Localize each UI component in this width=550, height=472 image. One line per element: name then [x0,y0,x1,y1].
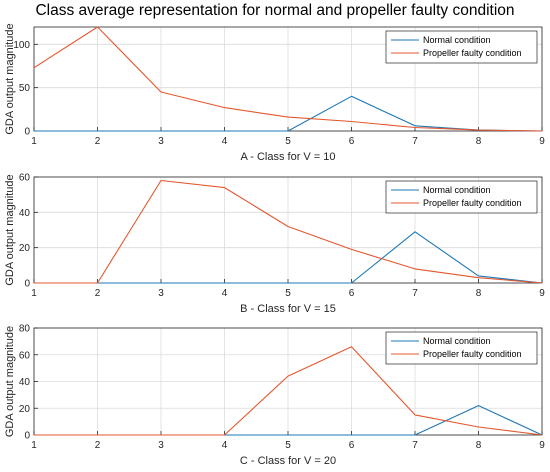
x-tick-label: 3 [158,288,164,299]
y-tick-label: 60 [19,350,31,361]
x-tick-label: 8 [476,136,482,147]
normal-condition-line [34,95,543,132]
x-tick-label: 5 [285,288,291,299]
x-tick-label: 9 [539,440,545,451]
x-tick-label: 4 [222,288,228,299]
x-tick-label: 3 [158,136,164,147]
y-tick-label: 0 [24,431,30,442]
chart-panel-1: 1 2 3 4 5 6 7 8 9 0 50 100 A - Class for V = 10 GDA o… [4,23,545,163]
x-tick-label: 2 [95,440,101,451]
legend-label: Propeller faulty condition [423,349,522,359]
legend-label: Propeller faulty condition [423,48,522,58]
x-tick-label: 2 [95,288,101,299]
x-tick-label: 7 [412,440,418,451]
x-tick-label: 9 [539,288,545,299]
chart-panel-3: 1 2 3 4 5 6 7 8 9 0 20 40 60 80 C - Class for V = 20 GD… [4,324,545,468]
y-tick-label: 60 [19,173,31,184]
legend: Normal condition Propeller faulty conditi… [385,30,538,64]
normal-condition-line [34,231,543,284]
figure-title: Class average representation for normal … [35,2,515,19]
x-tick-label: 4 [222,136,228,147]
y-tick-label: 80 [19,324,31,335]
legend-box [385,30,538,64]
x-tick-label: 1 [31,440,37,451]
x-tick-label: 3 [158,440,164,451]
propeller-faulty-line [33,26,543,132]
propeller-faulty-line [34,179,543,284]
x-tick-label: 8 [476,440,482,451]
x-tick-label: 1 [31,288,37,299]
x-tick-label: 4 [222,440,228,451]
x-tick-label: 8 [476,288,482,299]
legend: Normal condition Propeller faulty conditi… [385,180,538,214]
y-tick-label: 20 [19,404,31,415]
x-tick-label: 6 [349,440,355,451]
legend-label: Normal condition [423,336,491,346]
y-tick-label: 20 [19,243,31,254]
x-tick-label: 6 [349,136,355,147]
x-tick-label: 2 [95,136,101,147]
y-tick-label: 40 [19,377,31,388]
x-tick-label: 5 [285,136,291,147]
x-axis-label: B - Class for V = 15 [240,303,336,315]
y-axis-label: GDA output magnitude [4,174,16,285]
legend-box [385,180,538,214]
y-tick-label: 100 [13,40,30,51]
chart-panel-2: 1 2 3 4 5 6 7 8 9 0 20 40 60 B - Class for V = 15 GDA … [4,173,545,316]
y-tick-label: 0 [24,127,30,138]
y-tick-label: 0 [24,279,30,290]
y-tick-label: 50 [19,83,31,94]
x-axis-label: C - Class for V = 20 [240,455,336,467]
x-tick-label: 1 [31,136,37,147]
x-axis-label: A - Class for V = 10 [240,151,335,163]
x-tick-label: 5 [285,440,291,451]
y-tick-label: 40 [19,208,31,219]
x-tick-label: 9 [539,136,545,147]
y-axis-label: GDA output magnitude [4,23,16,134]
x-tick-label: 7 [412,136,418,147]
x-tick-label: 7 [412,288,418,299]
propeller-faulty-line [34,346,543,436]
y-axis-label: GDA output magnitude [4,326,16,437]
legend: Normal condition Propeller faulty conditi… [385,331,538,365]
legend-label: Normal condition [423,35,491,45]
legend-label: Normal condition [423,185,491,195]
legend-box [385,331,538,365]
x-tick-label: 6 [349,288,355,299]
legend-label: Propeller faulty condition [423,198,522,208]
